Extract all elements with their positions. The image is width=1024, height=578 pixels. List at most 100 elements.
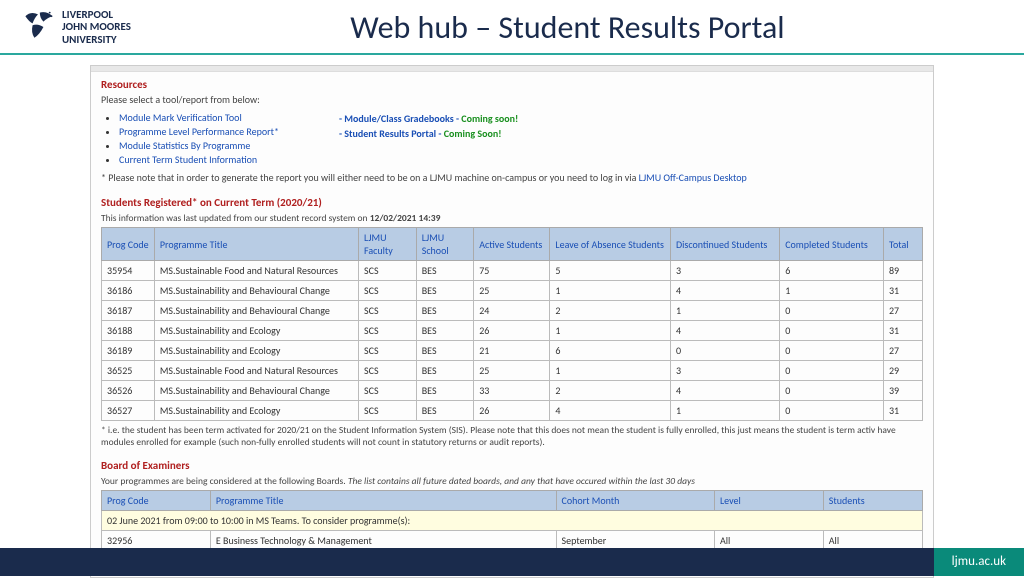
- table-cell: 39: [883, 381, 922, 401]
- col-header: Completed Students: [780, 228, 884, 261]
- table-cell: 3: [670, 361, 779, 381]
- col-header: Programme Title: [154, 228, 358, 261]
- col-header: Level: [714, 491, 823, 511]
- table-row: 36527MS.Sustainability and EcologySCSBES…: [102, 401, 923, 421]
- table-cell: 0: [780, 301, 884, 321]
- table-cell: 4: [670, 321, 779, 341]
- table-cell: SCS: [359, 341, 417, 361]
- col-header: Cohort Month: [556, 491, 714, 511]
- table-header-row: Prog CodeProgramme TitleLJMU FacultyLJMU…: [102, 228, 923, 261]
- table-cell: MS.Sustainability and Behavioural Change: [154, 301, 358, 321]
- table-cell: 0: [780, 341, 884, 361]
- logo-line3: UNIVERSITY: [62, 34, 131, 46]
- table-cell: 6: [550, 341, 671, 361]
- col-header: Total: [883, 228, 922, 261]
- table-cell: MS.Sustainability and Behavioural Change: [154, 281, 358, 301]
- table-cell: 1: [550, 321, 671, 341]
- table-cell: 4: [550, 401, 671, 421]
- table-cell: SCS: [359, 361, 417, 381]
- resources-list: Module Mark Verification ToolProgramme L…: [119, 110, 279, 167]
- table-cell: MS.Sustainability and Behavioural Change: [154, 381, 358, 401]
- table-cell: 33: [474, 381, 550, 401]
- col-header: Programme Title: [210, 491, 556, 511]
- table-cell: MS.Sustainability and Ecology: [154, 341, 358, 361]
- table-cell: 36526: [102, 381, 155, 401]
- table-row: 36186MS.Sustainability and Behavioural C…: [102, 281, 923, 301]
- table-row: 35954MS.Sustainable Food and Natural Res…: [102, 261, 923, 281]
- registered-title: Students Registered* on Current Term (20…: [101, 196, 923, 209]
- table-cell: SCS: [359, 401, 417, 421]
- soon-name: Module/Class Gradebooks: [344, 112, 453, 125]
- resources-title: Resources: [101, 78, 923, 91]
- page-title: Web hub – Student Results Portal: [131, 8, 1004, 47]
- table-cell: 75: [474, 261, 550, 281]
- registered-table: Prog CodeProgramme TitleLJMU FacultyLJMU…: [101, 227, 923, 421]
- table-cell: 1: [670, 301, 779, 321]
- table-cell: BES: [416, 261, 473, 281]
- table-cell: 36525: [102, 361, 155, 381]
- resource-link[interactable]: Programme Level Performance Report*: [119, 125, 279, 138]
- table-cell: BES: [416, 401, 473, 421]
- table-cell: 1: [670, 401, 779, 421]
- updated-text: This information was last updated from o…: [101, 212, 923, 224]
- resource-link[interactable]: Current Term Student Information: [119, 153, 257, 166]
- table-cell: 35954: [102, 261, 155, 281]
- table-cell: 4: [670, 281, 779, 301]
- table-cell: MS.Sustainable Food and Natural Resource…: [154, 361, 358, 381]
- col-header: Leave of Absence Students: [550, 228, 671, 261]
- table-cell: BES: [416, 281, 473, 301]
- registered-section: Students Registered* on Current Term (20…: [91, 190, 933, 457]
- table-cell: 2: [550, 301, 671, 321]
- table-cell: 1: [550, 281, 671, 301]
- table-cell: 25: [474, 281, 550, 301]
- registered-footnote: * i.e. the student has been term activat…: [101, 424, 923, 448]
- resources-note: * Please note that in order to generate …: [101, 171, 923, 184]
- header-divider: [0, 53, 1024, 55]
- table-cell: 36186: [102, 281, 155, 301]
- table-cell: 36187: [102, 301, 155, 321]
- col-header: Prog Code: [102, 491, 211, 511]
- col-header: Active Students: [474, 228, 550, 261]
- table-cell: 4: [670, 381, 779, 401]
- soon-status: Coming Soon!: [444, 127, 502, 140]
- table-cell: SCS: [359, 261, 417, 281]
- ljmu-logo: LIVERPOOL JOHN MOORES UNIVERSITY: [20, 9, 131, 45]
- board-date-cell: 02 June 2021 from 09:00 to 10:00 in MS T…: [102, 511, 923, 531]
- table-cell: 27: [883, 301, 922, 321]
- coming-soon-list: - Module/Class Gradebooks - Coming soon!…: [339, 110, 518, 167]
- offcampus-link[interactable]: LJMU Off-Campus Desktop: [639, 171, 747, 184]
- table-header-row: Prog CodeProgramme TitleCohort MonthLeve…: [102, 491, 923, 511]
- table-cell: 21: [474, 341, 550, 361]
- table-cell: 1: [550, 361, 671, 381]
- page-footer: ljmu.ac.uk: [0, 548, 1024, 576]
- logo-line2: JOHN MOORES: [62, 21, 131, 33]
- table-cell: 36527: [102, 401, 155, 421]
- bird-icon: [20, 9, 56, 45]
- table-cell: 1: [780, 281, 884, 301]
- soon-status: Coming soon!: [461, 112, 518, 125]
- table-cell: SCS: [359, 381, 417, 401]
- table-cell: 3: [670, 261, 779, 281]
- table-cell: 31: [883, 401, 922, 421]
- board-intro: Your programmes are being considered at …: [101, 475, 923, 487]
- table-row: 36189MS.Sustainability and EcologySCSBES…: [102, 341, 923, 361]
- content-panel: Resources Please select a tool/report fr…: [90, 65, 934, 578]
- resource-link[interactable]: Module Mark Verification Tool: [119, 111, 242, 124]
- table-cell: 26: [474, 321, 550, 341]
- table-cell: 36189: [102, 341, 155, 361]
- table-cell: MS.Sustainable Food and Natural Resource…: [154, 261, 358, 281]
- table-row: 36526MS.Sustainability and Behavioural C…: [102, 381, 923, 401]
- table-cell: 27: [883, 341, 922, 361]
- table-cell: 31: [883, 281, 922, 301]
- table-cell: 0: [780, 381, 884, 401]
- resources-section: Resources Please select a tool/report fr…: [91, 72, 933, 190]
- table-cell: SCS: [359, 281, 417, 301]
- table-cell: 0: [780, 401, 884, 421]
- table-cell: 36188: [102, 321, 155, 341]
- resource-link[interactable]: Module Statistics By Programme: [119, 139, 250, 152]
- col-header: Discontinued Students: [670, 228, 779, 261]
- table-row: 36525MS.Sustainable Food and Natural Res…: [102, 361, 923, 381]
- footer-url: ljmu.ac.uk: [934, 548, 1024, 576]
- col-header: LJMU Faculty: [359, 228, 417, 261]
- table-cell: 2: [550, 381, 671, 401]
